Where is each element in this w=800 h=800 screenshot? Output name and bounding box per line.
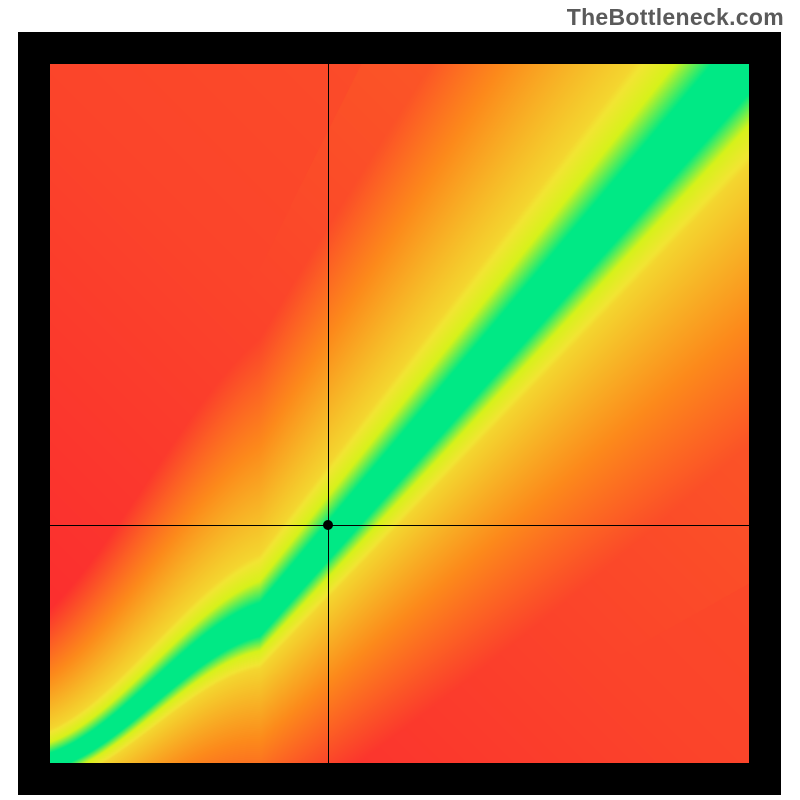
marker-dot: [323, 520, 333, 530]
watermark-text: TheBottleneck.com: [567, 4, 784, 31]
crosshair-vertical: [328, 64, 329, 763]
heatmap-plot: [18, 32, 781, 795]
crosshair-horizontal: [50, 525, 749, 526]
heatmap-canvas: [50, 64, 749, 763]
